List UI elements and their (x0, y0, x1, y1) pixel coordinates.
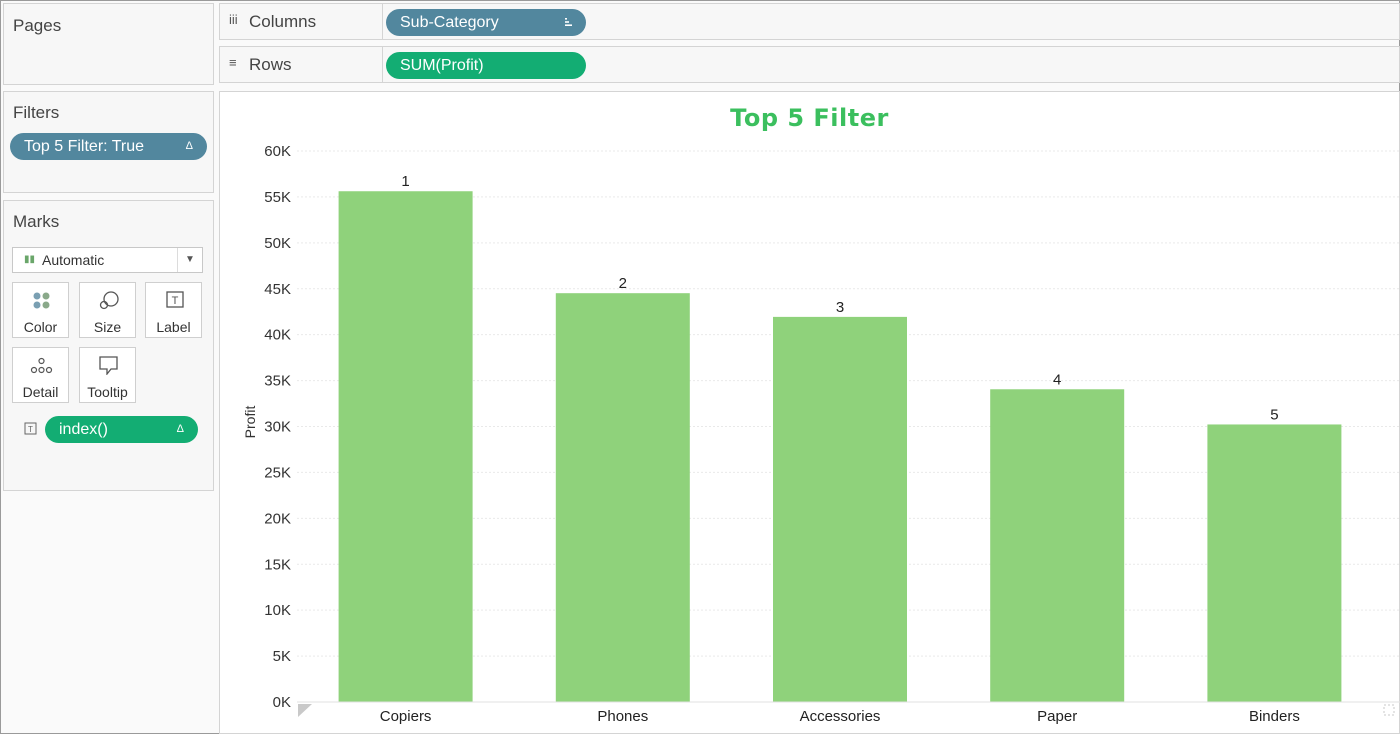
filters-title: Filters (13, 103, 60, 122)
y-tick-label: 50K (264, 235, 291, 252)
columns-icon: iii (229, 12, 238, 27)
tooltip-button[interactable]: Tooltip (79, 347, 136, 403)
bar[interactable] (555, 293, 690, 702)
bar[interactable] (990, 389, 1125, 702)
bar-data-label: 2 (619, 275, 627, 292)
size-label: Size (93, 319, 122, 335)
tooltip-icon (99, 356, 118, 375)
filter-pill-top5[interactable]: Top 5 Filter: True Δ (10, 133, 207, 160)
index-pill[interactable]: index() Δ (45, 416, 198, 443)
y-tick-label: 45K (264, 281, 291, 298)
sum-profit-pill-label: SUM(Profit) (400, 57, 484, 74)
delta-icon: Δ (176, 423, 184, 435)
index-pill-label: index() (59, 421, 108, 438)
marks-title: Marks (13, 212, 60, 231)
y-tick-label: 5K (273, 648, 291, 665)
x-tick-label: Paper (1037, 708, 1077, 725)
bar-data-label: 5 (1270, 406, 1278, 423)
detail-label: Detail (22, 384, 59, 400)
corner-indicator-icon (298, 704, 312, 717)
y-tick-label: 0K (273, 694, 291, 711)
bar[interactable] (338, 191, 473, 702)
text-encoding-icon: T (24, 422, 37, 435)
bar-data-label: 4 (1053, 371, 1061, 388)
y-tick-label: 55K (264, 189, 291, 206)
x-tick-label: Copiers (380, 708, 432, 725)
svg-text:T: T (28, 425, 33, 434)
subcategory-pill-label: Sub-Category (400, 14, 499, 31)
delta-icon: Δ (185, 140, 193, 152)
tooltip-label: Tooltip (87, 384, 128, 400)
chevron-down-icon[interactable]: ▼ (177, 248, 202, 272)
chart-title: Top 5 Filter (730, 104, 889, 132)
x-tick-label: Phones (597, 708, 648, 725)
columns-label: Columns (249, 12, 317, 31)
sum-profit-pill[interactable]: SUM(Profit) (386, 52, 586, 79)
rows-icon: ≡ (229, 55, 237, 70)
rows-label: Rows (249, 55, 292, 74)
color-icon (33, 292, 50, 309)
y-tick-label: 35K (264, 373, 291, 390)
y-axis-label: Profit (242, 406, 258, 439)
detail-icon (30, 357, 53, 374)
sort-descending-icon (565, 18, 572, 26)
filters-card: Filters Top 5 Filter: True Δ (3, 91, 214, 193)
mark-type-value: Automatic (42, 252, 105, 268)
shelf-divider (382, 47, 383, 82)
size-button[interactable]: Size (79, 282, 136, 338)
bar[interactable] (1207, 424, 1342, 702)
y-tick-label: 10K (264, 602, 291, 619)
text-label-icon: T (166, 291, 184, 308)
bar[interactable] (773, 316, 907, 702)
label-button[interactable]: T Label (145, 282, 202, 338)
size-icon (99, 291, 119, 310)
bar-data-label: 1 (401, 173, 409, 190)
x-tick-label: Accessories (800, 708, 881, 725)
svg-text:T: T (172, 295, 179, 307)
resize-handle-icon (1383, 704, 1395, 716)
bar-data-label: 3 (836, 299, 844, 316)
y-tick-label: 40K (264, 327, 291, 344)
pages-card: Pages (3, 3, 214, 85)
shelf-divider (382, 4, 383, 39)
bar-chart-icon: ▮▮ (24, 254, 36, 265)
y-tick-label: 60K (264, 143, 291, 160)
y-tick-label: 15K (264, 556, 291, 573)
mark-type-dropdown[interactable]: ▮▮ Automatic ▼ (12, 247, 203, 273)
filter-pill-label: Top 5 Filter: True (24, 138, 145, 155)
y-tick-label: 20K (264, 510, 291, 527)
y-tick-label: 30K (264, 419, 291, 436)
y-tick-label: 25K (264, 464, 291, 481)
color-button[interactable]: Color (12, 282, 69, 338)
color-label: Color (23, 319, 58, 335)
x-tick-label: Binders (1249, 708, 1300, 725)
detail-button[interactable]: Detail (12, 347, 69, 403)
label-label: Label (156, 319, 191, 335)
subcategory-pill[interactable]: Sub-Category (386, 9, 586, 36)
pages-title: Pages (13, 16, 62, 35)
